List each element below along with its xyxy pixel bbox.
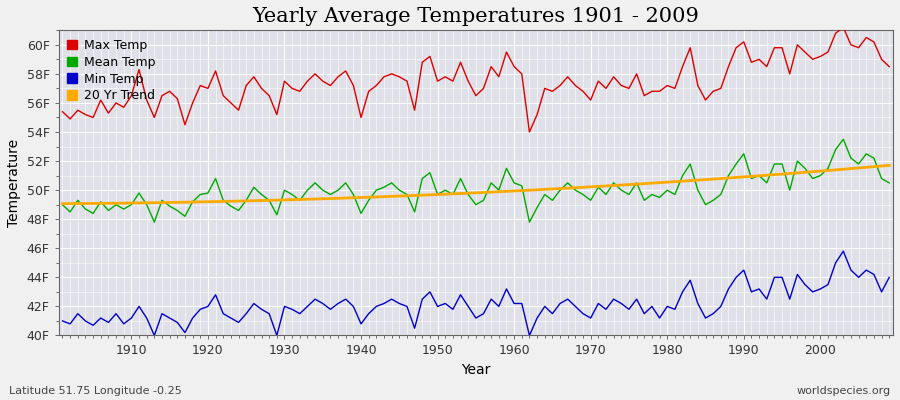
Title: Yearly Average Temperatures 1901 - 2009: Yearly Average Temperatures 1901 - 2009: [252, 7, 699, 26]
Legend: Max Temp, Mean Temp, Min Temp, 20 Yr Trend: Max Temp, Mean Temp, Min Temp, 20 Yr Tre…: [62, 34, 160, 107]
Y-axis label: Temperature: Temperature: [7, 139, 21, 227]
X-axis label: Year: Year: [461, 363, 491, 377]
Text: Latitude 51.75 Longitude -0.25: Latitude 51.75 Longitude -0.25: [9, 386, 182, 396]
Text: worldspecies.org: worldspecies.org: [796, 386, 891, 396]
